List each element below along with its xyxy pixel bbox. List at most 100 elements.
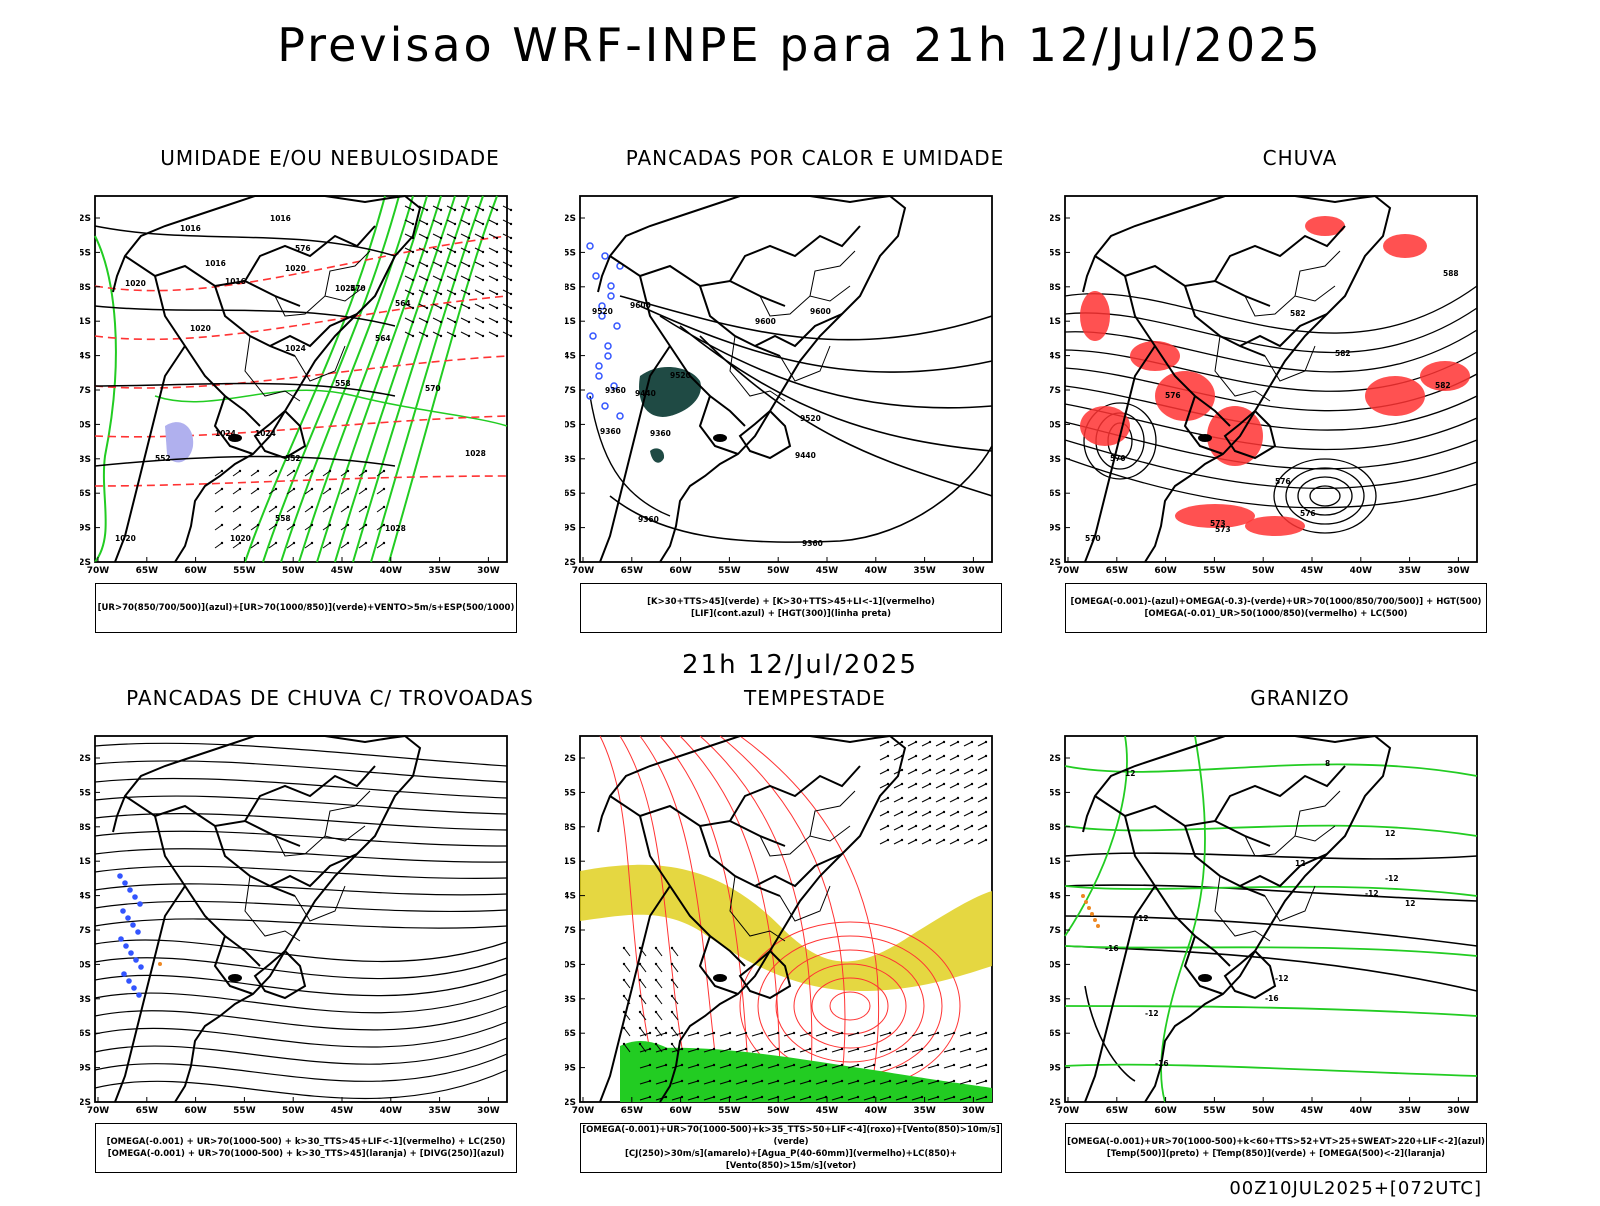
wind-vector	[975, 1032, 987, 1037]
map-frame-group	[94, 734, 508, 1103]
convection-shade	[639, 366, 701, 417]
country-border	[738, 410, 792, 460]
country-border	[754, 313, 843, 348]
wind-vector	[286, 542, 295, 549]
humidity-contour	[388, 195, 498, 563]
wind-vector-head	[696, 1063, 700, 1067]
lat-tick-label: 15S	[1050, 248, 1061, 258]
wind-vector-head	[425, 264, 429, 268]
wind-vector	[847, 1080, 859, 1085]
wind-vector-head	[936, 1031, 940, 1035]
coastline	[1082, 194, 1392, 563]
lat-tick-label: 24S	[565, 352, 576, 362]
wind-vector	[432, 261, 442, 267]
pressure-contour	[94, 455, 396, 467]
lagoon-mark	[228, 434, 242, 442]
wind-vector	[502, 289, 512, 295]
wind-vector	[815, 1080, 827, 1085]
wind-vector	[286, 506, 295, 513]
divergence-blob	[122, 880, 128, 886]
lat-tick-label: 27S	[565, 926, 576, 936]
wind-vector-head	[904, 1031, 908, 1035]
wind-vector	[340, 506, 349, 513]
wind-vector-head	[888, 1047, 892, 1051]
wind-vector-head	[328, 505, 332, 509]
wind-vector-head	[970, 824, 974, 828]
temp850-contour	[1064, 945, 1478, 957]
lat-tick-label: 30S	[80, 960, 91, 970]
wind-vector	[671, 1027, 679, 1037]
lon-tick-label: 55W	[718, 566, 741, 574]
wind-vector	[474, 219, 484, 225]
lat-tick-label: 21S	[1050, 857, 1061, 867]
divergence-blob	[125, 915, 131, 921]
wind-vector	[831, 1096, 843, 1101]
wind-vector	[214, 524, 223, 531]
wind-vector	[623, 1043, 631, 1053]
wind-vector-head	[984, 796, 988, 800]
wind-vector	[488, 303, 498, 309]
wind-vector-head	[968, 1095, 972, 1099]
wind-vector-head	[728, 1063, 732, 1067]
wind-vector-head	[638, 962, 642, 966]
wind-vector-head	[411, 334, 415, 338]
wind-vector-head	[984, 1063, 988, 1067]
wind-vector	[943, 1032, 955, 1037]
wind-vector	[963, 839, 973, 845]
wind-vector-head	[664, 1079, 668, 1083]
coastline	[597, 194, 907, 563]
wind-vector	[949, 783, 959, 789]
wind-vector	[655, 1011, 663, 1021]
contour-label: 564	[395, 299, 411, 308]
wind-vector	[404, 261, 414, 267]
lon-tick-label: 70W	[87, 566, 110, 574]
wind-vector-head	[256, 469, 260, 473]
wind-vector-head	[970, 740, 974, 744]
humidity-contour	[352, 195, 470, 563]
wind-vector	[959, 1048, 971, 1053]
wind-vector	[460, 303, 470, 309]
wind-vector	[963, 811, 973, 817]
wind-vector	[502, 331, 512, 337]
wind-vector-head	[968, 1079, 972, 1083]
wind-vector	[935, 811, 945, 817]
wind-vector-head	[425, 292, 429, 296]
lon-tick-label: 40W	[380, 566, 403, 574]
wind-vector-head	[856, 1079, 860, 1083]
wind-vector-head	[728, 1079, 732, 1083]
state-border	[244, 875, 301, 942]
divergence-blob	[117, 873, 123, 879]
wind-vector	[432, 247, 442, 253]
wind-vector	[418, 317, 428, 323]
wind-vector-head	[648, 1031, 652, 1035]
wind-vector-head	[970, 754, 974, 758]
wind-vector	[815, 1064, 827, 1069]
lat-tick-label: 39S	[1050, 1064, 1061, 1074]
wind-vector-head	[942, 824, 946, 828]
omega-blob	[1096, 924, 1100, 928]
wind-vector-head	[509, 320, 513, 324]
lat-tick-label: 12S	[1050, 754, 1061, 764]
lat-tick-label: 18S	[1050, 823, 1061, 833]
wind-vector	[921, 825, 931, 831]
wind-vector	[783, 1080, 795, 1085]
wind-vector-head	[984, 740, 988, 744]
wind-vector	[949, 769, 959, 775]
wind-vector-head	[886, 810, 890, 814]
lif-contour	[601, 402, 609, 410]
contour-label: 1028	[465, 449, 486, 458]
legend-line: [OMEGA(-0.01)_UR>50(1000/850)(vermelho) …	[1144, 609, 1408, 619]
wind-vector-head	[382, 523, 386, 527]
wind-vector	[474, 275, 484, 281]
wind-vector-head	[968, 1047, 972, 1051]
country-border	[599, 885, 671, 1103]
humidity-contour	[94, 235, 117, 563]
wind-vector-head	[670, 946, 674, 950]
lon-tick-label: 60W	[669, 1106, 692, 1114]
wind-vector-head	[840, 1095, 844, 1099]
state-border	[324, 250, 371, 297]
contour-label: 588	[1443, 269, 1459, 278]
wind-vector	[879, 811, 889, 817]
streamline	[94, 1069, 508, 1100]
